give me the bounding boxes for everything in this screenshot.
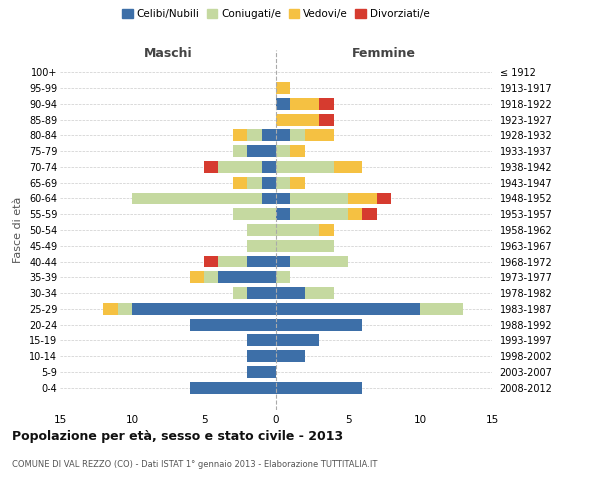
Bar xyxy=(190,272,204,283)
Bar xyxy=(276,272,290,283)
Bar xyxy=(377,192,391,204)
Bar xyxy=(262,192,276,204)
Text: COMUNE DI VAL REZZO (CO) - Dati ISTAT 1° gennaio 2013 - Elaborazione TUTTITALIA.: COMUNE DI VAL REZZO (CO) - Dati ISTAT 1°… xyxy=(12,460,377,469)
Bar xyxy=(233,177,247,188)
Bar xyxy=(334,161,362,173)
Bar xyxy=(204,256,218,268)
Bar xyxy=(233,145,247,157)
Bar xyxy=(290,208,348,220)
Bar xyxy=(276,130,290,141)
Bar xyxy=(247,350,276,362)
Bar xyxy=(276,318,362,330)
Bar xyxy=(319,114,334,126)
Bar xyxy=(420,303,463,315)
Bar xyxy=(276,208,290,220)
Bar xyxy=(262,161,276,173)
Text: Femmine: Femmine xyxy=(352,46,416,60)
Bar xyxy=(233,130,247,141)
Bar xyxy=(276,256,290,268)
Bar xyxy=(276,334,319,346)
Legend: Celibi/Nubili, Coniugati/e, Vedovi/e, Divorziati/e: Celibi/Nubili, Coniugati/e, Vedovi/e, Di… xyxy=(118,5,434,23)
Bar xyxy=(276,145,290,157)
Bar xyxy=(276,192,290,204)
Text: Popolazione per età, sesso e stato civile - 2013: Popolazione per età, sesso e stato civil… xyxy=(12,430,343,443)
Bar xyxy=(276,382,362,394)
Bar xyxy=(247,287,276,299)
Bar xyxy=(190,318,276,330)
Bar xyxy=(247,145,276,157)
Bar xyxy=(319,224,334,236)
Bar xyxy=(118,303,132,315)
Bar xyxy=(132,303,276,315)
Bar xyxy=(247,256,276,268)
Bar xyxy=(276,224,319,236)
Bar xyxy=(276,350,305,362)
Bar xyxy=(247,334,276,346)
Bar xyxy=(262,130,276,141)
Bar xyxy=(276,303,420,315)
Bar xyxy=(290,177,305,188)
Bar xyxy=(276,240,334,252)
Bar xyxy=(305,130,334,141)
Bar xyxy=(247,240,276,252)
Bar xyxy=(348,192,377,204)
Bar xyxy=(218,161,262,173)
Bar xyxy=(276,161,334,173)
Bar xyxy=(276,82,290,94)
Bar xyxy=(262,177,276,188)
Bar xyxy=(290,98,319,110)
Bar xyxy=(362,208,377,220)
Bar xyxy=(348,208,362,220)
Bar xyxy=(290,256,348,268)
Bar xyxy=(290,145,305,157)
Bar xyxy=(190,382,276,394)
Bar xyxy=(290,130,305,141)
Bar xyxy=(319,98,334,110)
Bar xyxy=(276,177,290,188)
Y-axis label: Fasce di età: Fasce di età xyxy=(13,197,23,263)
Bar xyxy=(290,192,348,204)
Bar xyxy=(103,303,118,315)
Bar xyxy=(233,287,247,299)
Bar xyxy=(233,208,276,220)
Bar xyxy=(247,224,276,236)
Bar xyxy=(218,256,247,268)
Bar xyxy=(247,366,276,378)
Bar xyxy=(218,272,276,283)
Bar xyxy=(204,272,218,283)
Bar xyxy=(276,287,305,299)
Bar xyxy=(204,161,218,173)
Bar xyxy=(305,287,334,299)
Bar xyxy=(247,130,262,141)
Bar xyxy=(132,192,262,204)
Bar xyxy=(247,177,262,188)
Text: Maschi: Maschi xyxy=(143,46,193,60)
Bar xyxy=(276,98,290,110)
Bar xyxy=(276,114,319,126)
